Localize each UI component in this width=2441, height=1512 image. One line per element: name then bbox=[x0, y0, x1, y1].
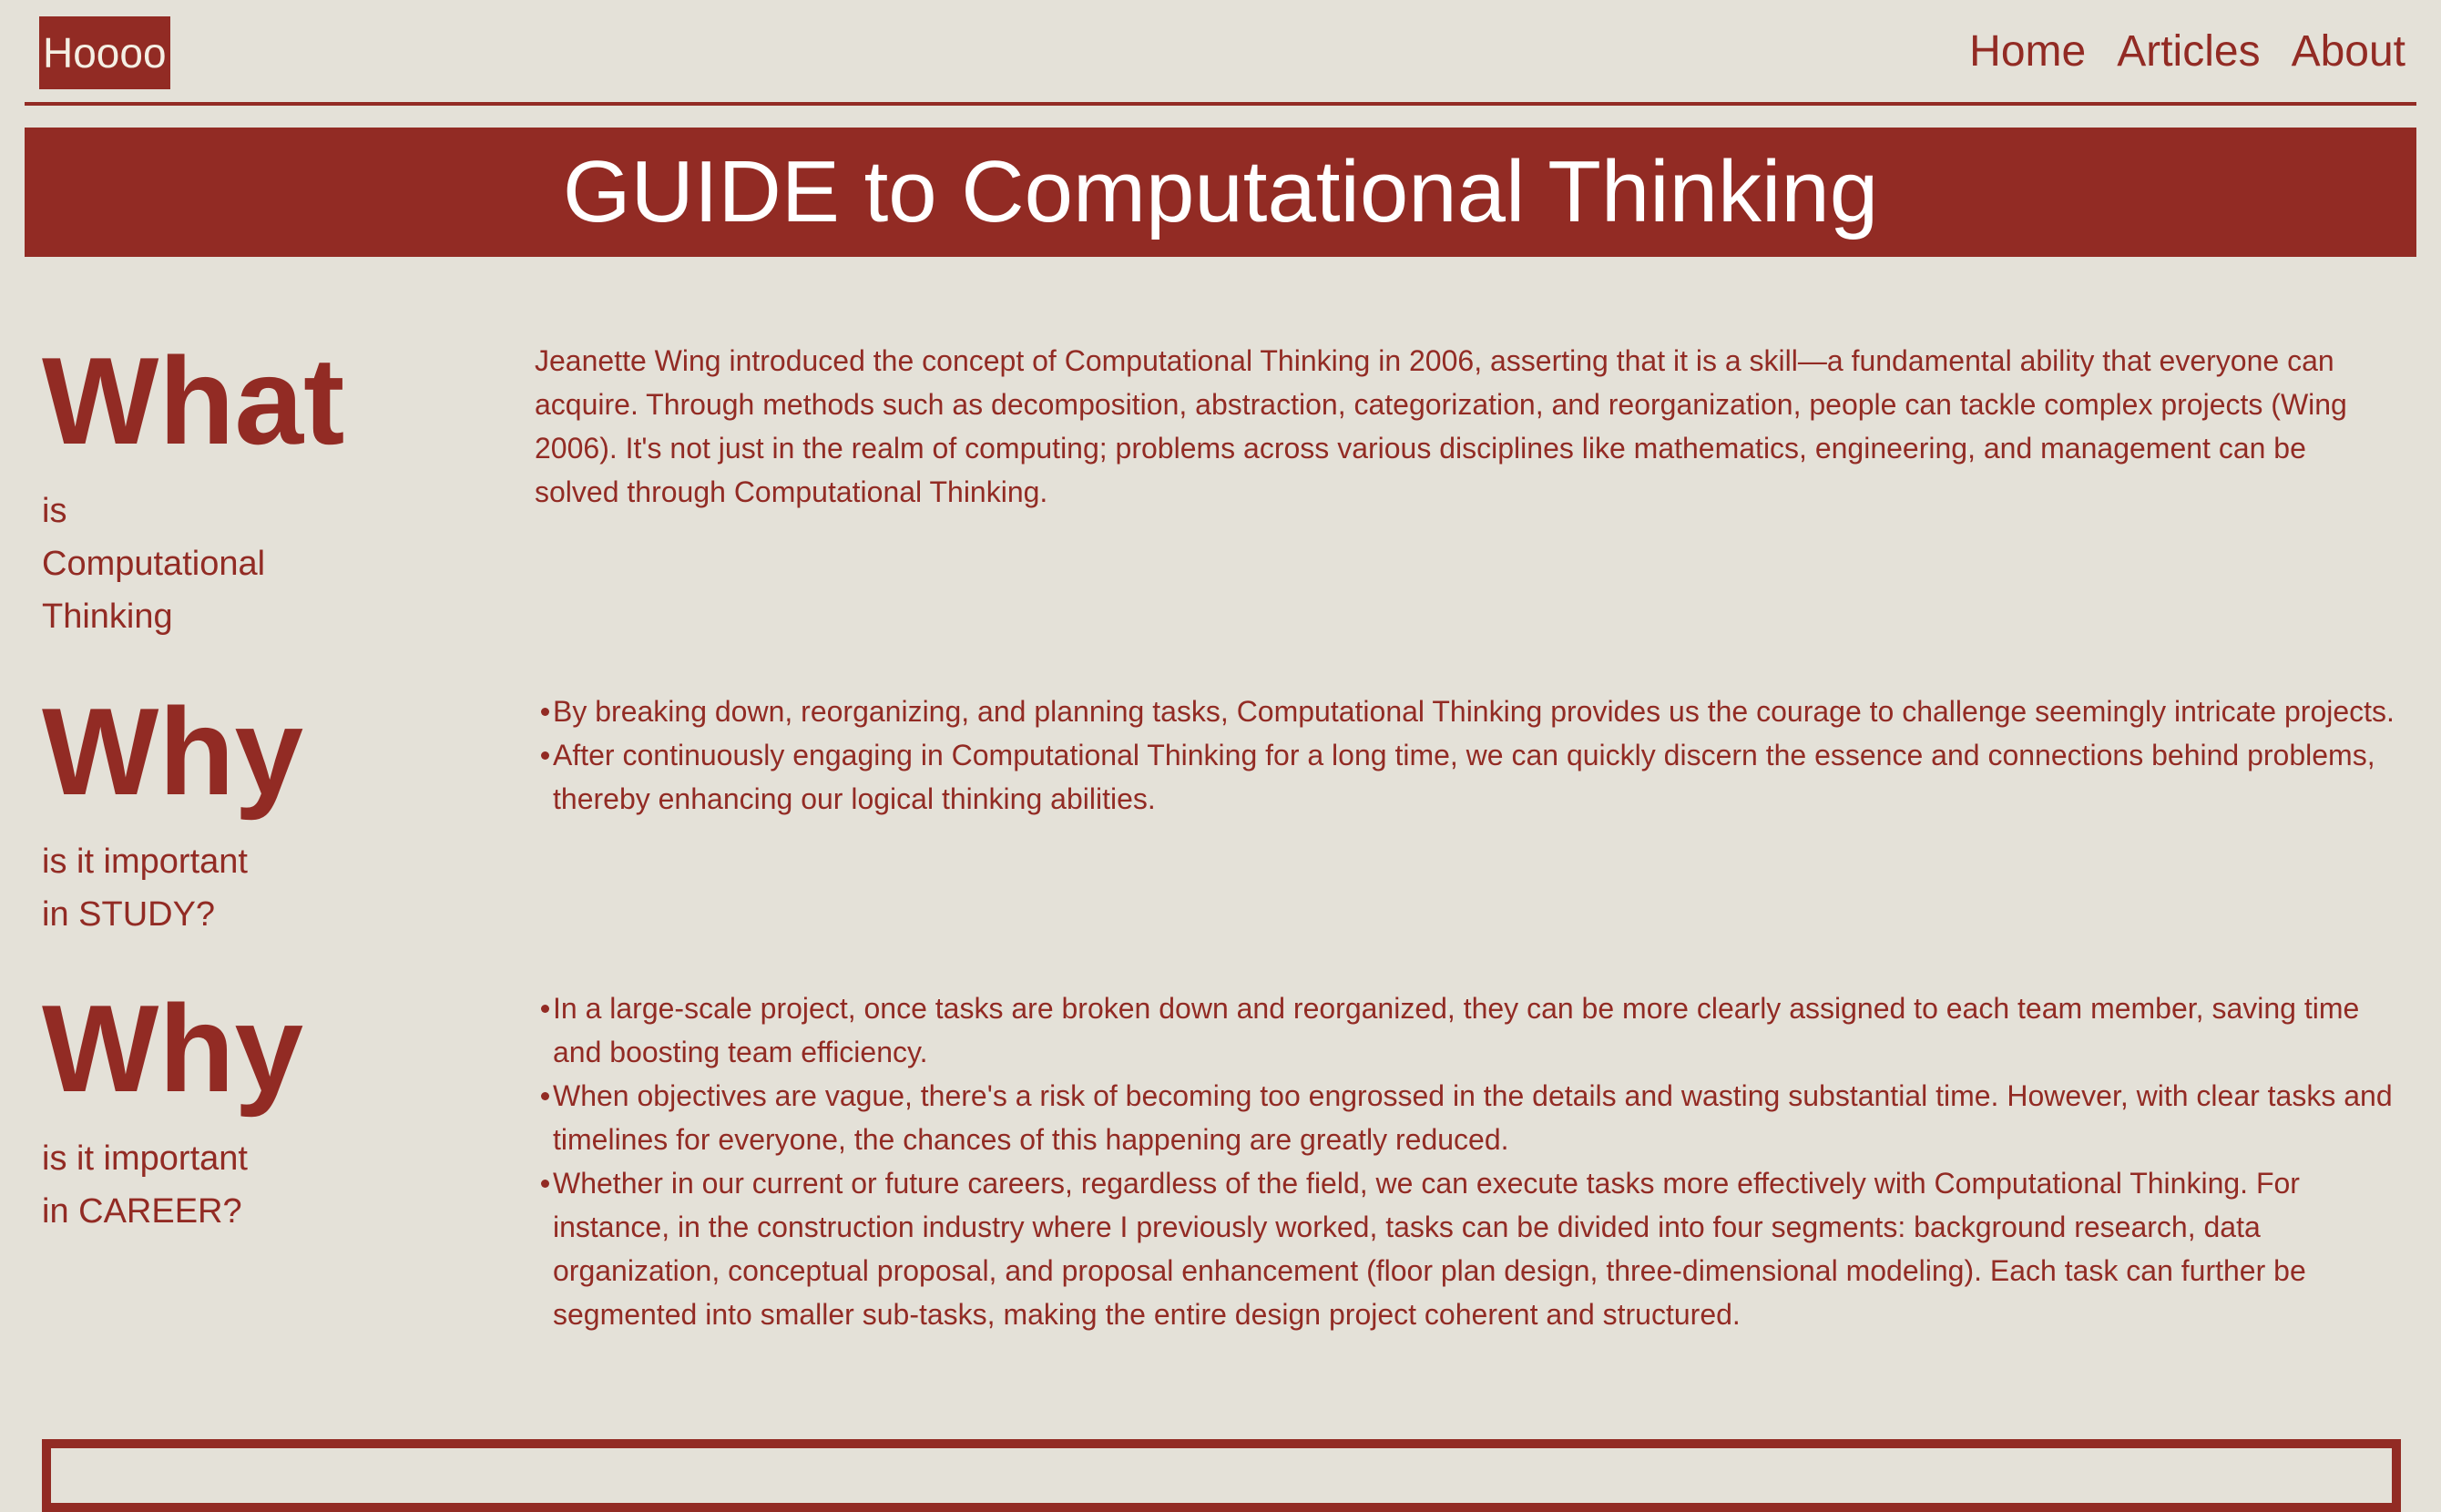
nav-link-articles[interactable]: Articles bbox=[2117, 27, 2261, 76]
list-item: By breaking down, reorganizing, and plan… bbox=[541, 690, 2406, 733]
page-title: GUIDE to Computational Thinking bbox=[562, 143, 1879, 240]
section-career-subtitle-line: in CAREER? bbox=[42, 1192, 242, 1231]
hero-banner: GUIDE to Computational Thinking bbox=[25, 128, 2416, 257]
list-item: In a large-scale project, once tasks are… bbox=[541, 986, 2406, 1074]
section-what-subtitle-line: Thinking bbox=[42, 598, 173, 636]
nav-link-home[interactable]: Home bbox=[1969, 27, 2087, 76]
section-study-subtitle: is it important in STUDY? bbox=[42, 835, 479, 941]
footer-box bbox=[42, 1439, 2401, 1512]
site-logo[interactable]: Hoooo bbox=[39, 16, 170, 89]
section-career-subtitle-line: is it important bbox=[42, 1139, 248, 1178]
section-career-list: In a large-scale project, once tasks are… bbox=[535, 986, 2406, 1336]
section-study-subtitle-line: is it important bbox=[42, 843, 248, 881]
section-career-heading-block: Why is it important in CAREER? bbox=[42, 986, 479, 1238]
nav-link-about[interactable]: About bbox=[2291, 27, 2405, 76]
section-what-subtitle-line: Computational bbox=[42, 545, 266, 583]
section-career-heading: Why bbox=[42, 979, 304, 1118]
section-what-paragraph: Jeanette Wing introduced the concept of … bbox=[535, 344, 2347, 508]
main-nav: Home Articles About bbox=[1969, 22, 2405, 82]
site-header: Hoooo Home Articles About bbox=[25, 0, 2416, 106]
section-study-heading: Why bbox=[42, 682, 304, 821]
section-what-subtitle-line: is bbox=[42, 492, 67, 530]
section-what-subtitle: is Computational Thinking bbox=[42, 485, 479, 643]
section-what-heading-block: What is Computational Thinking bbox=[42, 339, 479, 643]
section-what-heading: What bbox=[42, 332, 345, 470]
section-study-heading-block: Why is it important in STUDY? bbox=[42, 690, 479, 941]
section-study-list: By breaking down, reorganizing, and plan… bbox=[535, 690, 2406, 821]
list-item: Whether in our current or future careers… bbox=[541, 1161, 2406, 1336]
list-item: When objectives are vague, there's a ris… bbox=[541, 1074, 2406, 1161]
list-item: After continuously engaging in Computati… bbox=[541, 733, 2406, 821]
section-career-subtitle: is it important in CAREER? bbox=[42, 1132, 479, 1238]
section-study-subtitle-line: in STUDY? bbox=[42, 895, 216, 934]
